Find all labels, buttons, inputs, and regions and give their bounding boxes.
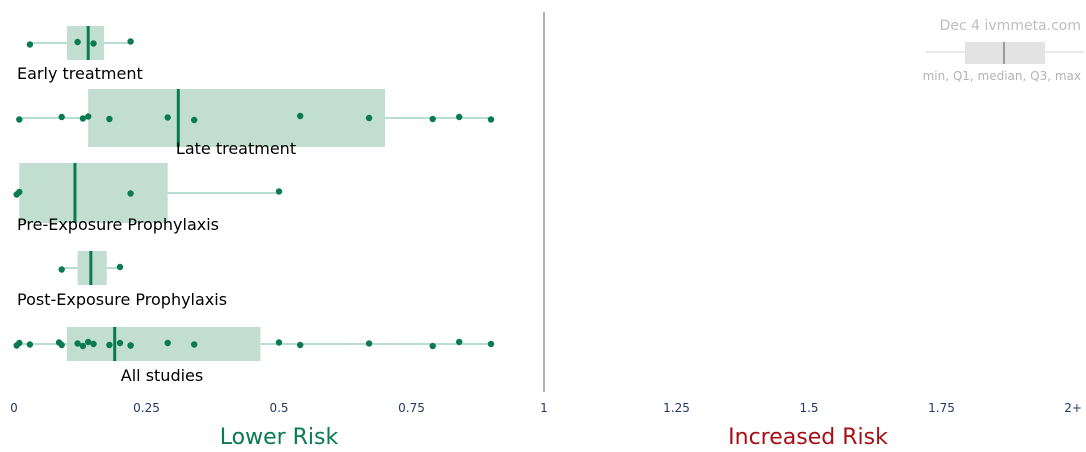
study-point [487, 340, 495, 348]
group-late-treatment: Late treatment [16, 89, 495, 158]
study-point [116, 263, 124, 271]
study-point [85, 113, 92, 120]
group-early-treatment: Early treatment [17, 26, 143, 83]
iqr-box [19, 163, 168, 223]
study-point [429, 115, 436, 123]
study-point [79, 342, 87, 350]
study-point [106, 115, 113, 123]
study-point [90, 40, 97, 47]
x-tick-label: 1.25 [663, 401, 690, 415]
study-point [456, 113, 463, 121]
group-label: Pre-Exposure Prophylaxis [17, 215, 219, 234]
group-label: All studies [121, 366, 203, 385]
study-point [297, 112, 304, 120]
study-point [26, 341, 34, 348]
x-tick-label: 1.75 [928, 401, 955, 415]
study-point [16, 116, 23, 123]
x-tick-label: 0 [10, 401, 18, 415]
group-pre-exposure-prophylaxis: Pre-Exposure Prophylaxis [13, 163, 283, 234]
study-point [275, 188, 283, 195]
study-point [191, 116, 198, 124]
study-point [79, 115, 87, 122]
iqr-box [88, 89, 385, 147]
x-tick-label: 0.5 [269, 401, 288, 415]
study-point [456, 338, 463, 346]
study-point [365, 114, 373, 122]
x-tick-label: 1 [540, 401, 548, 415]
study-point [275, 339, 283, 346]
group-all-studies: All studies [13, 327, 495, 385]
study-point [297, 341, 304, 349]
study-point [191, 341, 198, 348]
study-point [74, 340, 81, 347]
study-point [85, 338, 92, 346]
group-label: Late treatment [176, 139, 296, 158]
x-tick-label: 0.75 [398, 401, 425, 415]
study-point [116, 339, 124, 347]
iqr-box [67, 26, 105, 60]
legend-caption: min, Q1, median, Q3, max [923, 69, 1081, 83]
study-point [58, 341, 65, 349]
study-point [58, 266, 65, 273]
study-point [16, 188, 23, 196]
study-point [365, 340, 373, 347]
x-tick-label: 2+ [1064, 401, 1082, 415]
study-point [74, 38, 81, 46]
study-point [164, 339, 171, 347]
increased-risk-label: Increased Risk [728, 425, 888, 450]
group-post-exposure-prophylaxis: Post-Exposure Prophylaxis [17, 251, 227, 309]
study-point [429, 342, 436, 350]
study-point [127, 38, 134, 45]
iqr-box [67, 327, 261, 361]
study-point [127, 342, 134, 349]
study-point [26, 41, 34, 48]
study-point [164, 114, 171, 121]
study-point [16, 339, 23, 347]
lower-risk-label: Lower Risk [220, 425, 339, 450]
study-point [487, 116, 495, 123]
study-point [58, 113, 65, 121]
group-label: Post-Exposure Prophylaxis [17, 290, 227, 309]
legend-title: Dec 4 ivmmeta.com [940, 18, 1081, 34]
x-tick-label: 1.5 [799, 401, 818, 415]
study-point [106, 341, 113, 349]
study-point [127, 190, 134, 197]
group-label: Early treatment [17, 64, 143, 83]
study-point [90, 340, 97, 348]
x-tick-label: 0.25 [133, 401, 160, 415]
